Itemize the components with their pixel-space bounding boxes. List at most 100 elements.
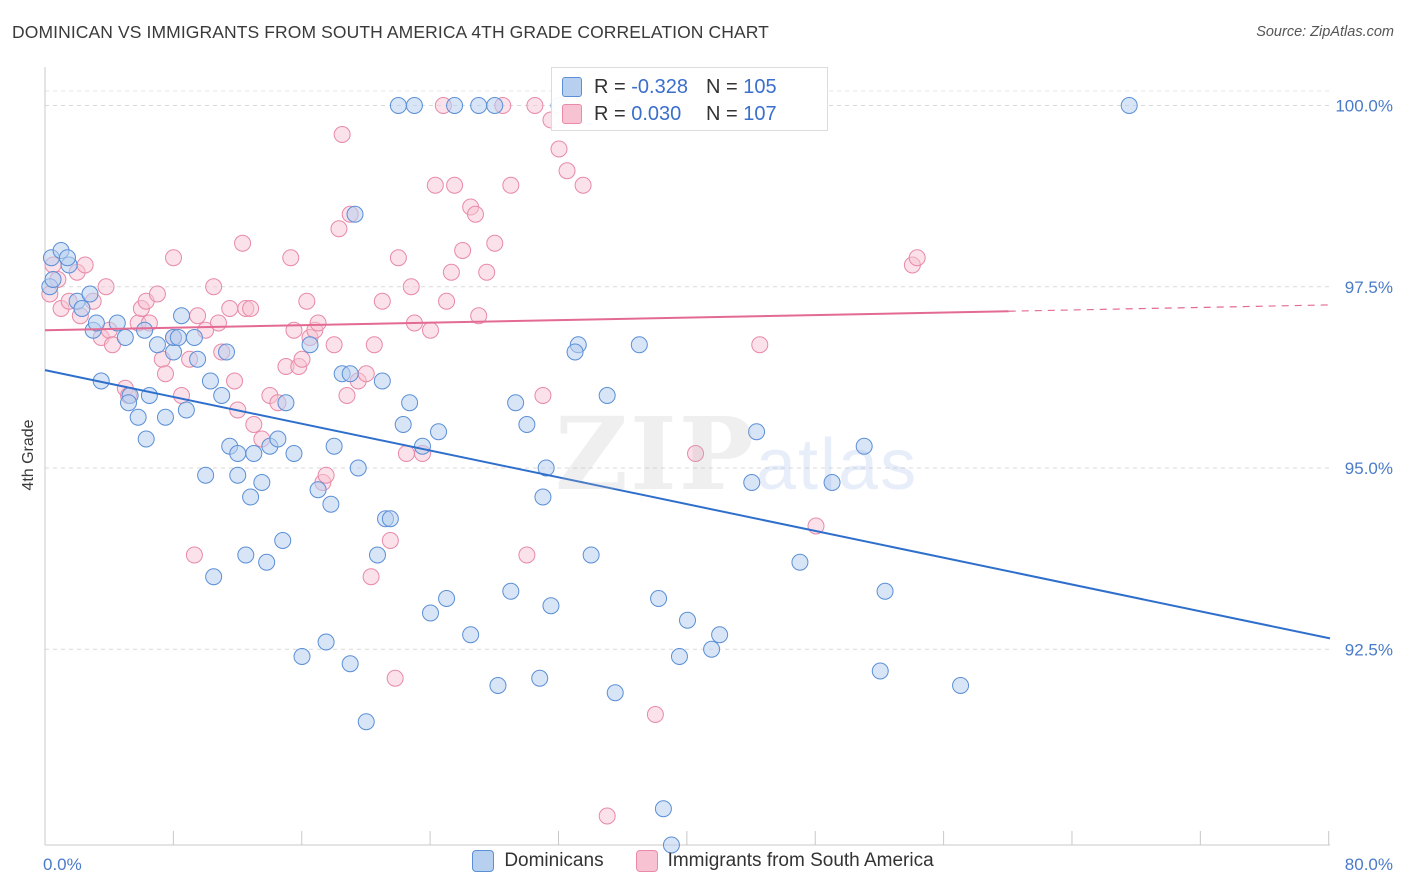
r-label: R =: [594, 75, 632, 98]
dominican-point: [670, 648, 688, 665]
south-america-point: [442, 263, 460, 281]
r-value-blue: -0.328: [631, 75, 688, 98]
south-america-point: [389, 249, 407, 267]
legend-label-dominicans: Dominicans: [504, 850, 604, 871]
south-america-point: [209, 314, 227, 332]
dominican-point: [253, 474, 271, 491]
dominican-point: [242, 488, 260, 506]
grid-lines: [45, 90, 1330, 650]
dominican-point: [598, 387, 616, 404]
south-america-point: [317, 466, 335, 484]
dominican-point: [237, 546, 255, 564]
correlation-legend: R = -0.328 N = 105 R = 0.030 N = 107: [551, 67, 828, 131]
dominican-point: [185, 329, 203, 346]
dominican-point: [650, 590, 668, 607]
dominican-point: [413, 437, 431, 455]
south-america-point: [156, 365, 174, 383]
dominican-point: [462, 626, 480, 644]
y-tick-label: 97.5%: [1345, 278, 1393, 297]
trend-lines: [44, 304, 1331, 640]
y-axis-title: 4th Grade: [20, 419, 37, 490]
dominican-point: [341, 655, 359, 673]
legend-row-pink: R = 0.030 N = 107: [562, 101, 777, 127]
dominican-point: [87, 314, 105, 332]
south-america-point: [687, 445, 705, 462]
dominican-point: [229, 445, 247, 462]
legend-pink-r: R = 0.030: [594, 103, 696, 126]
dominican-point: [58, 249, 76, 267]
n-value-pink: 107: [743, 102, 777, 125]
south-america-point: [438, 292, 456, 310]
south-america-point: [478, 263, 496, 281]
dominican-point: [137, 430, 155, 448]
dominican-point: [630, 336, 648, 354]
dominican-point: [368, 546, 386, 564]
dominican-point: [201, 372, 219, 390]
south-america-point: [526, 97, 544, 114]
south-america-point: [446, 176, 464, 194]
south-america-point: [381, 532, 399, 549]
dominican-point: [743, 474, 761, 491]
dominican-point: [381, 510, 399, 528]
south-america-point: [97, 278, 115, 296]
south-america-point: [165, 249, 182, 267]
dominican-point: [120, 394, 138, 412]
dominican-point: [213, 387, 231, 404]
tick-labels: 92.5% 95.0% 97.5% 100.0% 0.0% 80.0%: [43, 97, 1393, 875]
dominican-point: [229, 466, 247, 484]
dominican-point: [748, 423, 766, 441]
south-america-point: [148, 285, 166, 303]
dominican-point: [791, 553, 809, 571]
legend-row-blue: R = -0.328 N = 105: [562, 74, 777, 100]
dominican-point: [136, 321, 154, 339]
south-america-point: [550, 140, 568, 158]
south-america-point: [76, 256, 94, 274]
dominican-point: [148, 336, 166, 354]
south-america-point: [226, 372, 244, 390]
watermark-zip: ZIP: [555, 395, 756, 513]
y-tick-label: 100.0%: [1335, 97, 1393, 116]
south-america-point: [386, 669, 404, 687]
dominican-point: [269, 430, 287, 448]
south-america-point: [234, 234, 252, 252]
south-america-point: [373, 292, 391, 310]
south-america-trend-extension: [1008, 304, 1331, 312]
dominican-point: [258, 553, 276, 571]
dominican-point: [169, 329, 187, 346]
south-america-point: [426, 176, 444, 194]
south-america-point: [751, 336, 769, 354]
dominican-point: [274, 532, 292, 549]
dominican-point: [952, 677, 970, 694]
dominicans-swatch: [472, 850, 495, 872]
dominican-point: [518, 416, 536, 433]
dominican-point: [293, 648, 311, 665]
dominican-point: [662, 836, 680, 854]
r-value-pink: 0.030: [631, 102, 682, 125]
south-america-point: [338, 387, 356, 404]
dominican-point: [205, 568, 223, 586]
dominican-point: [531, 669, 549, 687]
y-tick-label: 95.0%: [1345, 459, 1393, 478]
south-america-point: [362, 568, 380, 586]
dominican-point: [394, 416, 412, 433]
south-america-point: [309, 314, 327, 332]
dominican-point: [341, 365, 359, 383]
blue-series-points: [41, 97, 1138, 854]
south-america-point: [365, 336, 383, 354]
dominican-point: [1120, 97, 1138, 114]
south-america-point: [242, 300, 260, 317]
south-america-point: [402, 278, 420, 296]
dominican-point: [108, 314, 126, 332]
r-label: R =: [594, 102, 632, 125]
south-america-point: [908, 249, 926, 267]
dominican-point: [606, 684, 624, 702]
dominican-point: [129, 408, 147, 426]
south-america-trend-line: [44, 310, 1009, 332]
dominican-point: [654, 800, 672, 818]
n-label: N =: [706, 102, 744, 125]
dominican-point: [566, 343, 584, 361]
x-tick-label: 0.0%: [43, 855, 82, 874]
dominican-point: [679, 611, 696, 629]
blue-swatch: [562, 77, 582, 97]
dominican-point: [711, 626, 729, 644]
